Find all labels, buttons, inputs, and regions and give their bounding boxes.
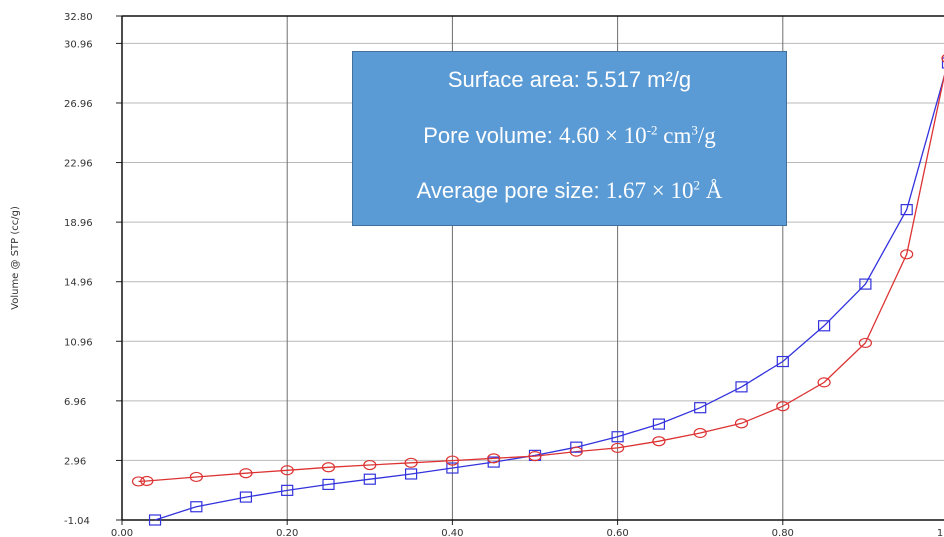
circle-marker — [487, 453, 501, 464]
pore-volume-unit-tail: /g — [697, 123, 716, 148]
surface-area-value: 5.517 m²/g — [586, 67, 692, 92]
axes — [116, 15, 944, 525]
circle-marker — [858, 337, 873, 349]
y-tick-label: 2.96 — [64, 456, 86, 467]
square-marker — [611, 431, 624, 443]
circle-marker — [610, 442, 625, 454]
square-marker — [363, 473, 376, 485]
circle-marker — [239, 468, 253, 479]
circle-marker — [528, 451, 542, 462]
square-marker — [652, 418, 666, 430]
square-marker — [148, 514, 162, 526]
square-marker — [900, 204, 913, 216]
square-marker — [405, 468, 418, 480]
series-markers — [131, 54, 944, 526]
square-marker — [694, 402, 707, 414]
x-tick-label: 0.60 — [606, 528, 628, 537]
y-tick-label: 30.96 — [64, 39, 93, 50]
square-marker — [322, 478, 335, 491]
circle-marker — [817, 377, 831, 388]
circle-marker — [140, 475, 154, 487]
summary-box: Surface area: 5.517 m²/g Pore volume: 4.… — [352, 51, 787, 226]
surface-area-label: Surface area: — [447, 67, 586, 92]
square-marker — [190, 501, 203, 513]
pore-size-exponent: 2 — [693, 177, 701, 193]
y-tick-label: 18.96 — [64, 218, 93, 229]
circle-marker — [776, 401, 790, 412]
pore-volume-mantissa: 4.60 × 10 — [558, 123, 647, 148]
square-marker — [487, 456, 500, 468]
y-tick-label: 32.80 — [64, 12, 93, 23]
circle-marker — [734, 418, 749, 429]
y-tick-label: 6.96 — [64, 397, 86, 408]
pore-volume-value: 4.60 × 10-2 cm3/g — [559, 123, 716, 148]
circle-marker — [363, 459, 377, 471]
y-tick-label: 14.96 — [64, 278, 93, 289]
series-circle-line — [138, 74, 944, 483]
pore-volume-line: Pore volume: 4.60 × 10-2 cm3/g — [353, 122, 786, 150]
pore-volume-unit-exponent: 3 — [691, 122, 698, 138]
x-tick-label: 0.20 — [276, 528, 298, 537]
square-marker — [446, 462, 459, 474]
series-lines — [138, 74, 944, 521]
pore-size-unit: Å — [700, 178, 723, 203]
tick-labels: -1.042.966.9610.9614.9618.9622.9626.9630… — [64, 12, 944, 537]
pore-volume-label: Pore volume: — [423, 123, 559, 148]
circle-marker — [900, 249, 914, 260]
circle-marker — [131, 476, 146, 487]
circle-marker — [569, 446, 583, 457]
surface-area-line: Surface area: 5.517 m²/g — [353, 66, 786, 94]
circle-marker — [941, 54, 944, 63]
x-tick-label: 0.80 — [772, 528, 794, 537]
square-marker — [859, 278, 872, 290]
square-marker — [570, 441, 583, 453]
x-tick-label: 1.00 — [937, 528, 944, 537]
circle-marker — [321, 462, 336, 473]
y-tick-label: -1.04 — [64, 516, 90, 527]
square-marker — [817, 320, 831, 332]
x-tick-label: 0.40 — [441, 528, 463, 537]
y-axis-title: Volume @ STP (cc/g) — [10, 206, 21, 310]
series-square-line — [154, 74, 944, 521]
pore-size-label: Average pore size: — [416, 178, 606, 203]
pore-volume-unit: cm — [657, 123, 692, 148]
x-tick-label: 0.00 — [111, 528, 133, 537]
y-tick-label: 22.96 — [64, 159, 93, 170]
pore-size-mantissa: 1.67 × 10 — [605, 178, 694, 203]
circle-marker — [445, 455, 459, 466]
circle-marker — [189, 471, 203, 483]
y-tick-label: 26.96 — [64, 99, 93, 110]
circle-marker — [693, 427, 707, 439]
square-marker — [735, 381, 748, 393]
circle-marker — [652, 436, 666, 447]
square-marker — [776, 355, 789, 368]
pore-size-line: Average pore size: 1.67 × 102 Å — [353, 177, 786, 205]
pore-volume-exponent: -2 — [646, 122, 658, 138]
circle-marker — [404, 457, 418, 468]
pore-size-value: 1.67 × 102 Å — [606, 178, 723, 203]
square-marker — [941, 57, 944, 69]
square-marker — [281, 484, 294, 496]
square-marker — [239, 491, 252, 503]
y-tick-label: 10.96 — [64, 337, 93, 348]
circle-marker — [280, 465, 294, 476]
